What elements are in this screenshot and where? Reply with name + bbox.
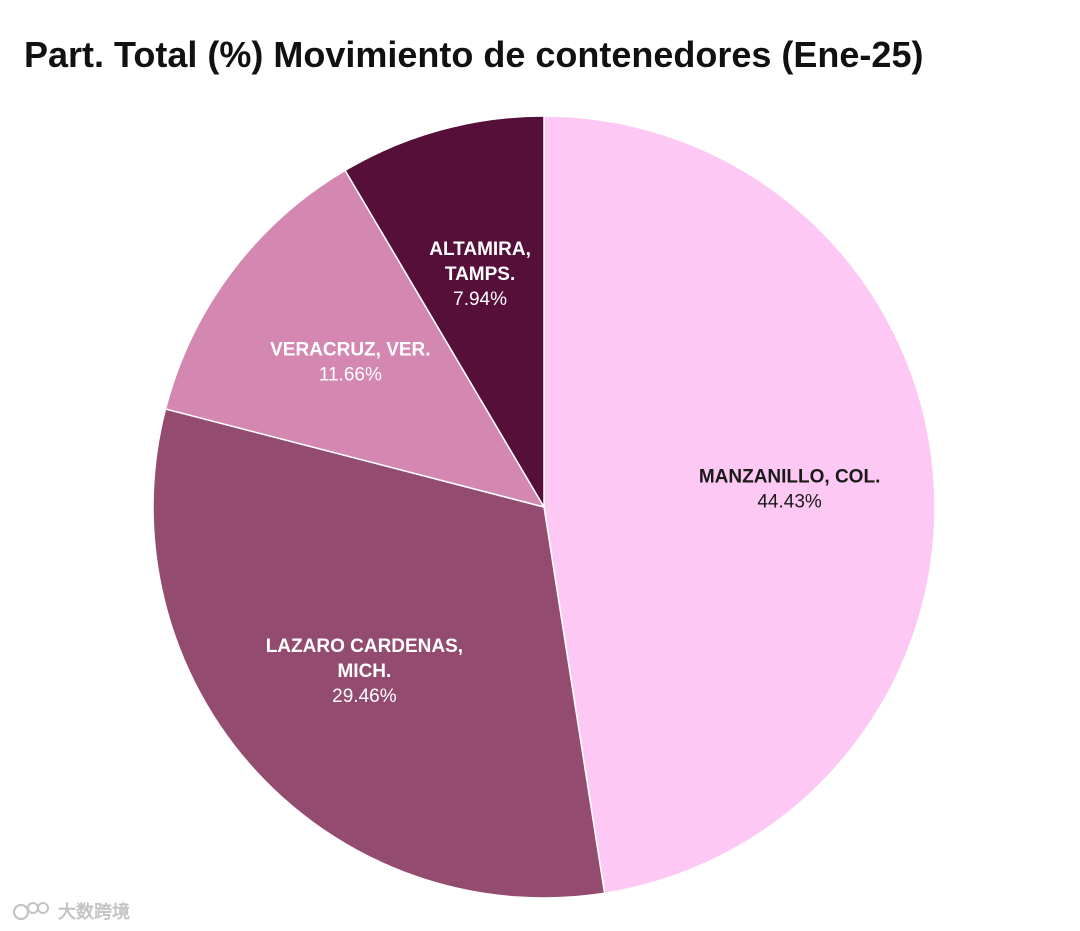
slice-label-line: MANZANILLO, COL. <box>699 466 881 487</box>
pie-slice-1 <box>152 408 606 899</box>
slice-label-line: LAZARO CARDENAS, <box>266 636 463 657</box>
pie-slice-0 <box>543 115 936 895</box>
slice-label-line: ALTAMIRA, <box>429 239 531 260</box>
chart-title: Part. Total (%) Movimiento de contenedor… <box>24 34 924 75</box>
slice-value-label: 7.94% <box>453 289 507 310</box>
slice-label-2: VERACRUZ, VER. 11.66% <box>270 340 430 386</box>
slice-value-label: 44.43% <box>757 491 822 512</box>
slice-label-1: LAZARO CARDENAS, MICH. 29.46% <box>266 636 463 707</box>
slice-label-0: MANZANILLO, COL. 44.43% <box>699 466 881 512</box>
slice-label-line: VERACRUZ, VER. <box>270 340 430 361</box>
watermark: 大数跨境 <box>12 898 130 924</box>
slice-label-line: MICH. <box>337 661 391 682</box>
slice-value-label: 11.66% <box>319 365 382 386</box>
pie-slice-3 <box>344 115 545 510</box>
pie-slice-2 <box>164 169 546 509</box>
pie-slices <box>152 115 936 899</box>
pie-labels: MANZANILLO, COL. 44.43% LAZARO CARDENAS, MI… <box>266 239 881 707</box>
watermark-logo-icon <box>12 902 49 921</box>
slice-value-label: 29.46% <box>332 686 397 707</box>
watermark-text: 大数跨境 <box>58 902 130 923</box>
slice-label-3: ALTAMIRA, TAMPS. 7.94% <box>429 239 531 310</box>
slice-label-line: TAMPS. <box>445 264 515 285</box>
